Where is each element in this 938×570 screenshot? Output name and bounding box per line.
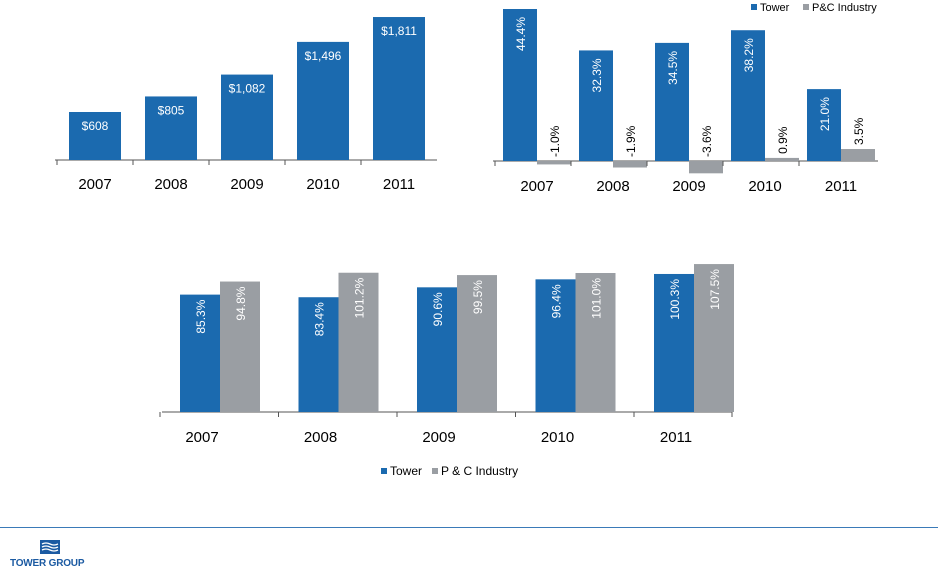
chart1-x-tick-label: 2007 [78,176,111,193]
chart1-x-tick-label: 2010 [306,176,339,193]
chart2-bar-industry [841,149,875,161]
chart3-x-tick-label: 2008 [304,429,337,446]
chart1-x-tick-label: 2009 [230,176,263,193]
chart3-x-tick-label: 2009 [422,429,455,446]
chart2-data-label-industry: 0.9% [776,126,790,154]
chart3-bar-industry [338,272,379,412]
chart2-legend-label-tower: Tower [760,2,790,14]
chart2-data-label-tower: 44.4% [514,17,528,51]
chart1-bar [373,17,425,160]
tower-group-logo: TOWER GROUP [10,540,90,570]
chart2-data-label-tower: 32.3% [590,58,604,92]
chart2-legend-swatch-tower [751,4,757,10]
chart1-x-tick-label: 2011 [383,176,415,193]
chart1-x-tick-label: 2008 [154,176,187,193]
chart3-data-label-tower: 83.4% [313,302,327,336]
chart3-legend-swatch-industry [432,468,438,474]
footer-divider [0,527,938,528]
chart1-data-label: $608 [82,119,109,133]
chart3-data-label-industry: 101.2% [353,277,367,318]
chart2-data-label-industry: 3.5% [852,117,866,145]
chart2-bar-industry [689,161,723,174]
chart2-x-tick-label: 2011 [825,178,857,195]
chart1-data-label: $1,811 [381,24,417,38]
chart2-x-tick-label: 2009 [672,178,705,195]
chart3-x-tick-label: 2007 [185,429,218,446]
chart3-x-tick-label: 2010 [541,429,574,446]
chart1-bar [221,74,273,160]
chart3-legend-label-tower: Tower [390,464,422,478]
chart3-bar-industry [220,281,260,412]
chart3-legend-label-industry: P & C Industry [441,464,518,478]
chart3-bar-industry [694,264,734,412]
chart2-data-label-tower: 34.5% [666,51,680,85]
chart2-bar-tower [579,50,613,161]
chart2-bar-tower [655,42,689,161]
chart3-bar-industry [575,273,616,412]
chart3-data-label-industry: 107.5% [708,269,722,310]
chart1-bar [297,41,349,160]
chart3-data-label-industry: 99.5% [471,280,485,314]
chart2-x-tick-label: 2010 [748,178,781,195]
chart2-bar-industry [537,161,571,165]
chart2-data-label-tower: 21.0% [818,97,832,131]
chart3-data-label-tower: 90.6% [431,292,445,326]
chart1-data-label: $805 [158,103,185,117]
chart3-bar-tower [298,297,339,412]
chart2-data-label-industry: -1.0% [548,125,562,157]
chart2-data-label-industry: -3.6% [700,125,714,157]
chart3-data-label-industry: 94.8% [234,286,248,320]
chart3-bar-tower [417,287,457,412]
chart2-data-label-industry: -1.9% [624,125,638,157]
wave-logo-icon [40,540,60,554]
chart2-legend-label-industry: P&C Industry [812,2,877,14]
chart3-bar-industry [457,275,497,412]
chart3-legend-swatch-tower [381,468,387,474]
chart3-x-tick-label: 2011 [660,429,692,446]
chart2-data-label-tower: 38.2% [742,38,756,72]
chart2-bar-tower [807,89,841,161]
chart2-bar-industry [613,161,647,168]
chart3-bar-tower [535,279,576,412]
chart3-bar-tower [654,273,694,412]
chart3-data-label-tower: 96.4% [550,284,564,318]
chart2-bar-tower [731,30,765,162]
chart3-data-label-industry: 101.0% [590,278,604,319]
chart3-data-label-tower: 85.3% [194,299,208,333]
chart1-bar [69,112,121,160]
chart3-data-label-tower: 100.3% [668,279,682,320]
chart2-x-tick-label: 2007 [520,178,553,195]
logo-wordmark: TOWER GROUP [10,558,85,569]
chart2-x-tick-label: 2008 [596,178,629,195]
chart2-bar-tower [503,9,537,161]
chart3-bar-tower [180,294,220,412]
chart1-data-label: $1,082 [229,82,266,96]
chart1-data-label: $1,496 [305,49,342,63]
chart1-bar [145,96,197,160]
chart2-legend-swatch-industry [803,4,809,10]
chart2-bar-industry [765,157,799,161]
